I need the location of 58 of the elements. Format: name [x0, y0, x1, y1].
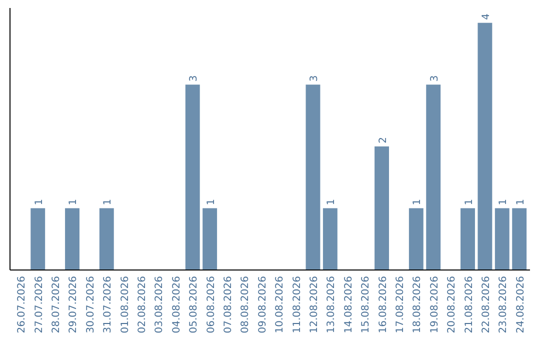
bar [185, 84, 200, 270]
bar [408, 208, 424, 270]
data-label: 1 [102, 198, 114, 206]
bar [460, 208, 475, 270]
x-tick-label: 05.08.2026 [188, 276, 200, 334]
data-label: 1 [464, 198, 475, 206]
x-tick-label: 21.08.2026 [464, 276, 475, 334]
x-tick-label: 13.08.2026 [326, 276, 338, 334]
bar [30, 208, 46, 270]
x-tick-label: 17.08.2026 [394, 276, 406, 334]
x-tick-label: 10.08.2026 [274, 276, 286, 334]
bar [512, 208, 527, 270]
data-label: 2 [378, 137, 389, 144]
bar [99, 208, 114, 270]
bar [322, 208, 338, 270]
x-tick-label: 11.08.2026 [292, 276, 303, 334]
x-tick-label: 02.08.2026 [137, 276, 148, 334]
data-label: 1 [412, 198, 424, 206]
x-tick-label: 03.08.2026 [154, 276, 166, 334]
x-tick-label: 27.07.2026 [34, 276, 45, 334]
x-tick-label: 09.08.2026 [257, 276, 268, 334]
x-tick-label: 18.08.2026 [412, 276, 424, 334]
data-label: 1 [34, 198, 45, 206]
data-label: 1 [515, 198, 526, 206]
x-tick-label: 24.08.2026 [515, 276, 526, 334]
x-tick-label: 31.07.2026 [102, 276, 114, 334]
x-tick-label: 19.08.2026 [429, 276, 440, 334]
bar [374, 146, 389, 270]
bar [202, 208, 218, 270]
data-label: 3 [188, 75, 200, 82]
x-tick-label: 26.07.2026 [16, 276, 28, 334]
x-tick-label: 01.08.2026 [120, 276, 131, 334]
bar [306, 84, 320, 270]
x-tick-label: 14.08.2026 [343, 276, 354, 334]
data-label: 3 [429, 75, 440, 82]
x-tick-label: 07.08.2026 [223, 276, 234, 334]
data-label: 3 [308, 75, 320, 82]
data-label: 1 [68, 198, 80, 206]
x-tick-label: 23.08.2026 [498, 276, 510, 334]
x-tick-label: 08.08.2026 [240, 276, 252, 334]
x-tick-label: 30.07.2026 [85, 276, 96, 334]
x-tick-label: 15.08.2026 [360, 276, 372, 334]
x-tick-label: 20.08.2026 [446, 276, 458, 334]
x-tick-label: 04.08.2026 [171, 276, 182, 334]
x-tick-label: 28.07.2026 [51, 276, 62, 334]
bar [494, 208, 510, 270]
bar [426, 84, 441, 270]
x-tick-label: 06.08.2026 [206, 276, 217, 334]
x-tick-label: 16.08.2026 [378, 276, 389, 334]
bar [65, 208, 80, 270]
x-tick-label: 22.08.2026 [480, 276, 492, 334]
data-label: 1 [206, 198, 217, 206]
x-tick-label: 29.07.2026 [68, 276, 80, 334]
data-label: 4 [480, 13, 492, 20]
data-label: 1 [498, 198, 510, 206]
bar [478, 22, 492, 270]
x-tick-label: 12.08.2026 [308, 276, 320, 334]
data-label: 1 [326, 198, 338, 206]
